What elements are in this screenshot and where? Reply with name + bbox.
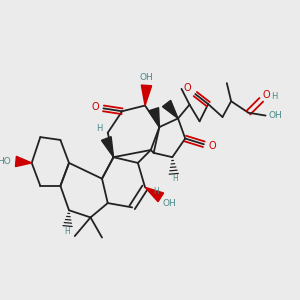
Polygon shape	[141, 85, 152, 106]
Text: H: H	[65, 227, 70, 236]
Text: H: H	[172, 174, 178, 183]
Text: O: O	[184, 83, 191, 93]
Polygon shape	[145, 187, 164, 202]
Polygon shape	[163, 100, 178, 118]
Text: O: O	[262, 90, 270, 100]
Text: OH: OH	[268, 111, 282, 120]
Text: H: H	[271, 92, 278, 100]
Text: OH: OH	[140, 73, 153, 82]
Text: H: H	[154, 187, 159, 196]
Text: H: H	[96, 124, 102, 133]
Polygon shape	[149, 108, 159, 127]
Text: HO: HO	[0, 157, 11, 166]
Polygon shape	[16, 156, 32, 167]
Text: O: O	[91, 102, 99, 112]
Text: O: O	[209, 141, 216, 151]
Text: OH: OH	[163, 199, 176, 208]
Polygon shape	[101, 137, 113, 157]
